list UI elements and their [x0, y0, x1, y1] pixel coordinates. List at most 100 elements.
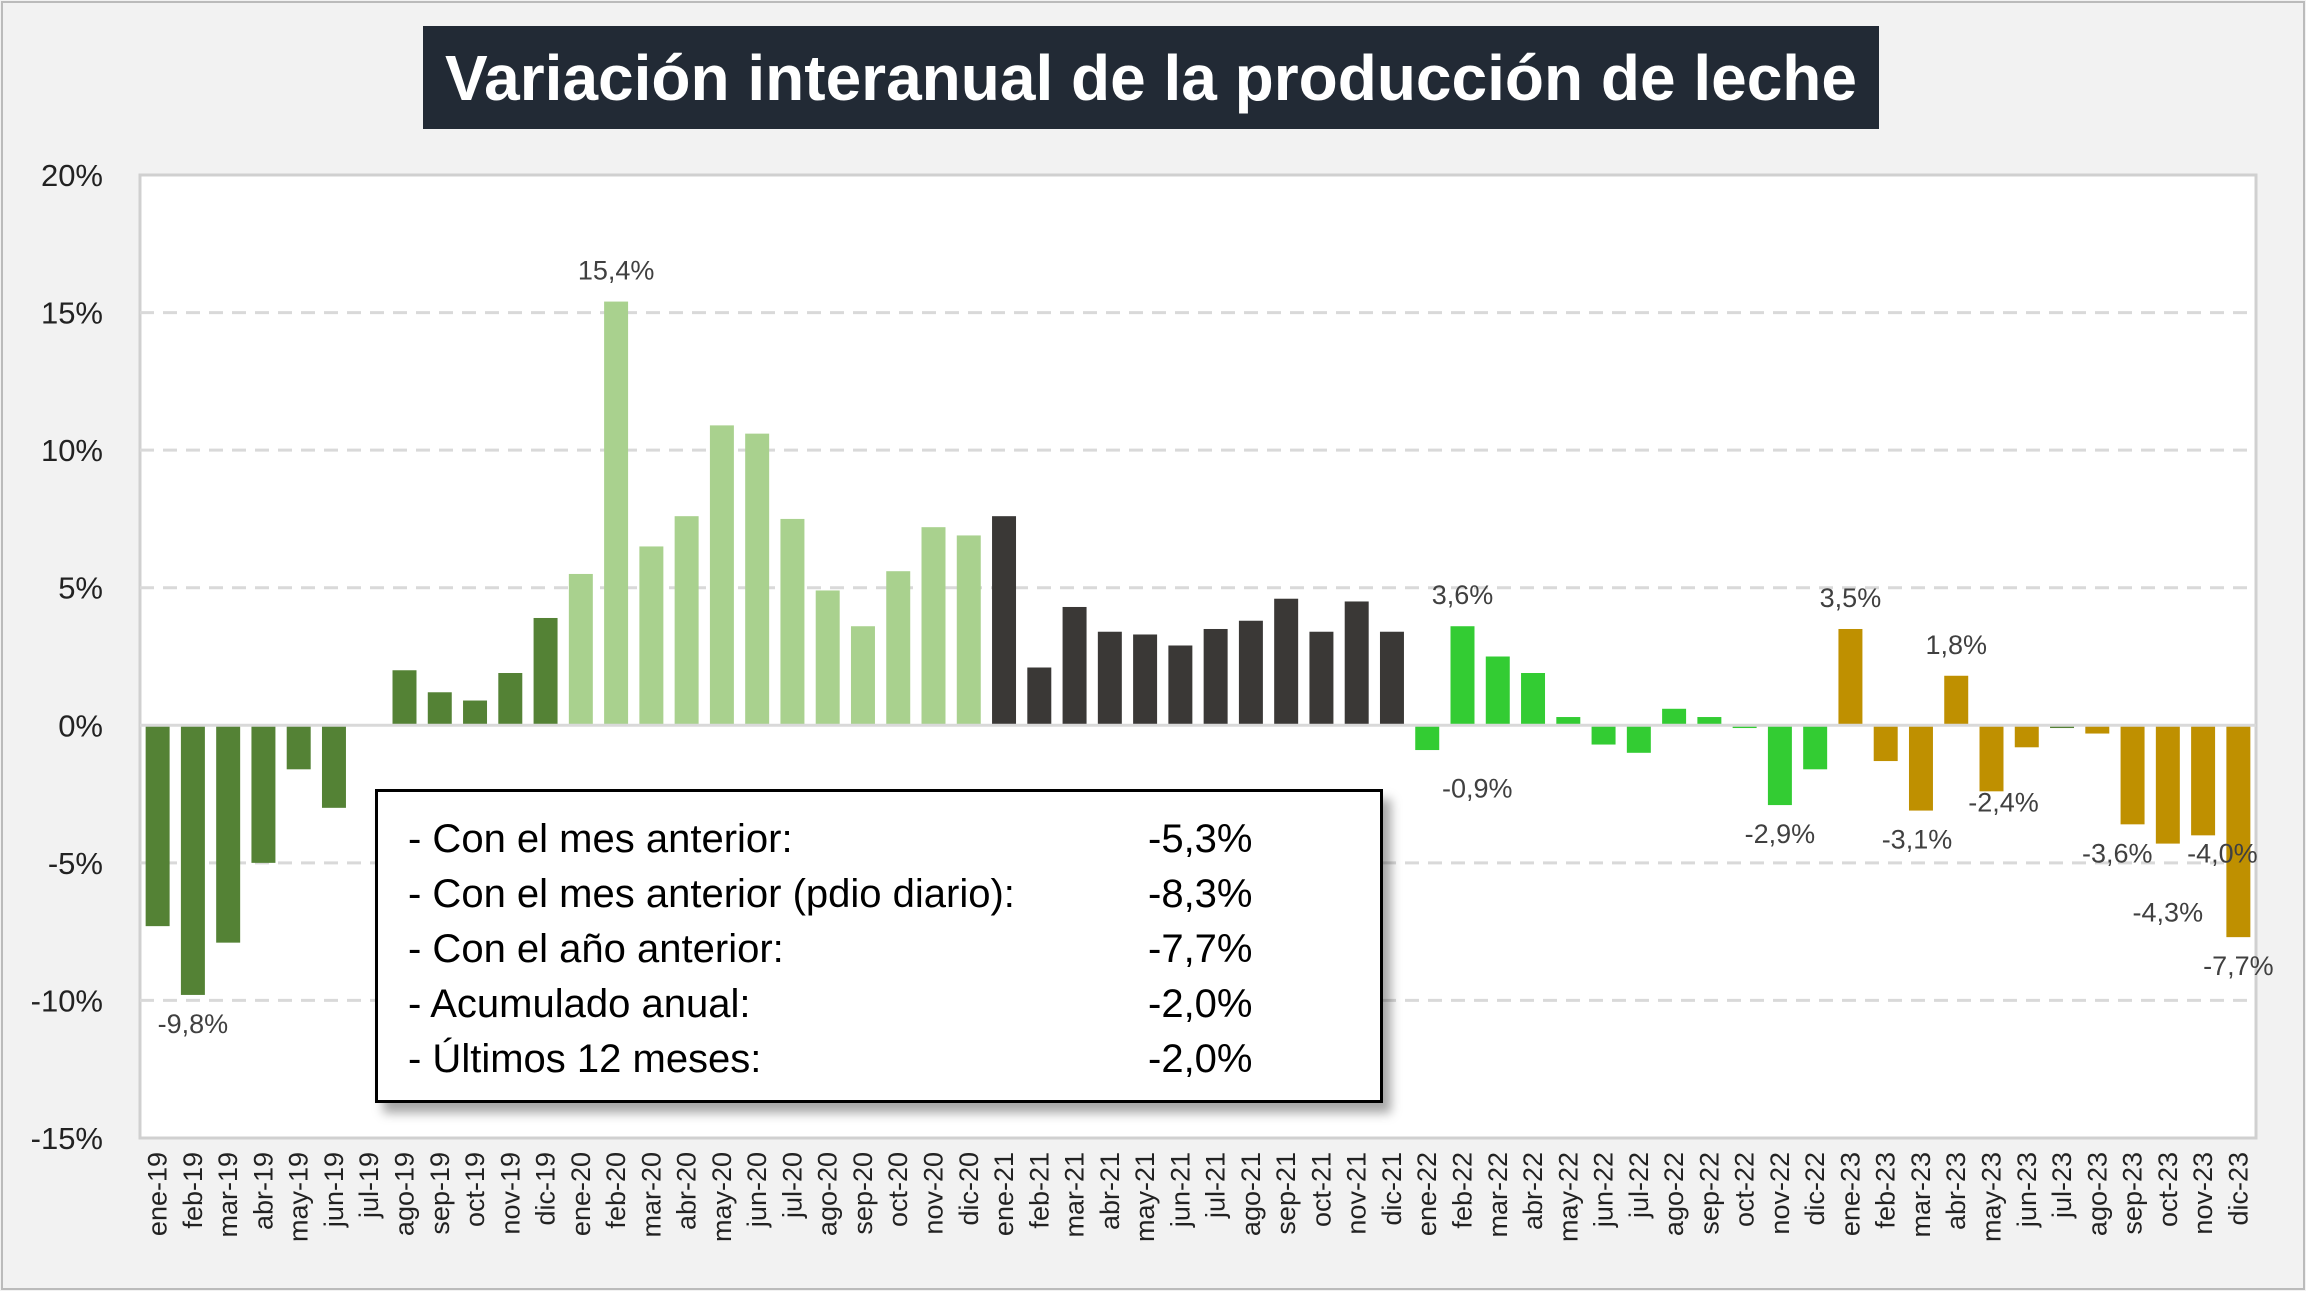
data-label: -3,6% [2082, 838, 2153, 868]
bar [427, 692, 452, 726]
bar [498, 673, 523, 726]
bar [1803, 725, 1828, 770]
bar [850, 626, 875, 726]
x-tick-label: abr-20 [672, 1152, 702, 1230]
x-tick-label: oct-23 [2153, 1152, 2183, 1227]
bar [1521, 673, 1546, 726]
summary-value: -2,0% [1148, 1037, 1253, 1081]
x-tick-label: dic-21 [1377, 1152, 1407, 1226]
x-tick-label: ene-23 [1835, 1152, 1865, 1236]
x-tick-label: dic-22 [1800, 1152, 1830, 1226]
bar [1203, 628, 1228, 726]
x-tick-label: may-20 [707, 1152, 737, 1242]
bar [2120, 725, 2145, 825]
bar [1485, 656, 1510, 726]
x-tick-label: jul-22 [1624, 1152, 1654, 1219]
y-tick-label: -15% [31, 1121, 103, 1156]
x-tick-label: sep-19 [425, 1152, 455, 1235]
y-tick-label: 15% [41, 296, 103, 331]
bar [1379, 631, 1404, 726]
summary-row: - Con el año anterior: -7,7% [408, 922, 1380, 977]
x-tick-label: ago-20 [813, 1152, 843, 1236]
summary-value: -5,3% [1148, 817, 1253, 861]
x-tick-label: oct-19 [460, 1152, 490, 1227]
x-tick-label: ene-21 [989, 1152, 1019, 1236]
x-tick-label: ago-19 [390, 1152, 420, 1236]
bar [1979, 725, 2004, 792]
bar [604, 301, 629, 726]
x-tick-label: mar-19 [213, 1152, 243, 1238]
x-tick-label: abr-19 [248, 1152, 278, 1230]
x-tick-label: abr-21 [1095, 1152, 1125, 1230]
bar [1344, 601, 1369, 726]
data-label: -7,7% [2203, 951, 2274, 981]
bar [321, 725, 346, 808]
x-tick-label: jun-21 [1165, 1152, 1195, 1228]
x-tick-label: nov-19 [495, 1152, 525, 1235]
bar [2191, 725, 2216, 836]
bar [1238, 620, 1263, 726]
bar [639, 546, 664, 726]
bar [1556, 717, 1581, 726]
x-tick-label: nov-23 [2188, 1152, 2218, 1235]
x-tick-label: mar-20 [636, 1152, 666, 1238]
y-tick-label: -5% [48, 846, 103, 881]
bar [1415, 725, 1440, 751]
x-tick-label: jun-22 [1589, 1152, 1619, 1228]
x-tick-label: jun-19 [319, 1152, 349, 1228]
bar [2085, 725, 2110, 734]
bar [674, 516, 699, 726]
bar [815, 590, 840, 726]
summary-value: -8,3% [1148, 872, 1253, 916]
x-tick-label: oct-20 [883, 1152, 913, 1227]
bar [1662, 708, 1687, 726]
bar [1062, 606, 1087, 726]
x-tick-label: ago-23 [2082, 1152, 2112, 1236]
bar [1838, 628, 1863, 726]
summary-label: - Con el mes anterior (pdio diario): [408, 872, 1015, 916]
x-tick-label: feb-20 [601, 1152, 631, 1229]
summary-label: - Últimos 12 meses: [408, 1037, 762, 1081]
x-tick-label: jun-23 [2012, 1152, 2042, 1228]
bar [2226, 725, 2251, 938]
bar [463, 700, 488, 726]
bar [533, 617, 558, 726]
bar [1626, 725, 1651, 753]
data-label: -3,1% [1882, 825, 1953, 855]
bar [2014, 725, 2039, 748]
x-tick-label: ene-20 [566, 1152, 596, 1236]
x-tick-label: mar-23 [1906, 1152, 1936, 1238]
x-tick-label: jul-20 [777, 1152, 807, 1219]
x-tick-label: nov-22 [1765, 1152, 1795, 1235]
summary-label: - Con el mes anterior: [408, 817, 793, 861]
bar [2155, 725, 2180, 844]
x-tick-label: mar-21 [1060, 1152, 1090, 1238]
x-tick-label: feb-22 [1448, 1152, 1478, 1229]
x-tick-label: mar-22 [1483, 1152, 1513, 1238]
x-tick-label: dic-20 [954, 1152, 984, 1226]
x-tick-label: sep-23 [2118, 1152, 2148, 1235]
summary-value: -7,7% [1148, 927, 1253, 971]
y-tick-label: -10% [31, 983, 103, 1018]
y-tick-label: 0% [58, 708, 103, 743]
bar [886, 571, 911, 726]
summary-row: - Con el mes anterior (pdio diario): -8,3… [408, 867, 1380, 922]
x-tick-label: oct-21 [1306, 1152, 1336, 1227]
data-label: -2,9% [1745, 819, 1816, 849]
x-tick-label: abr-23 [1941, 1152, 1971, 1230]
data-label: -4,0% [2187, 838, 2258, 868]
bar [1873, 725, 1898, 762]
data-label: -0,9% [1442, 773, 1513, 803]
y-tick-label: 10% [41, 433, 103, 468]
bar [709, 425, 734, 726]
summary-value: -2,0% [1148, 982, 1253, 1026]
data-label: -9,8% [158, 1009, 229, 1039]
data-label: -2,4% [1968, 787, 2039, 817]
bar [780, 518, 805, 726]
x-tick-label: dic-19 [531, 1152, 561, 1226]
x-tick-label: ago-22 [1659, 1152, 1689, 1236]
bar [745, 433, 770, 726]
x-tick-label: sep-22 [1694, 1152, 1724, 1235]
bar [1944, 675, 1969, 726]
x-tick-label: may-19 [284, 1152, 314, 1242]
